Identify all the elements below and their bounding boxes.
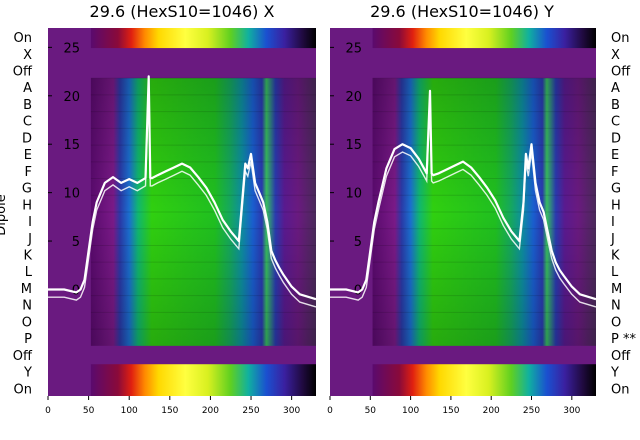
row-label: On: [611, 31, 629, 46]
y-tick-label: 15: [63, 138, 80, 153]
x-tick-label: 200: [202, 406, 219, 416]
row-label: H: [22, 198, 32, 213]
row-label: D: [611, 131, 621, 146]
row-label: A: [611, 81, 620, 96]
row-label: P: [24, 332, 32, 347]
x-tick-label: 200: [483, 406, 500, 416]
row-label: J: [610, 232, 615, 247]
y-axis-label: Dipole: [0, 194, 9, 235]
row-label: F: [25, 165, 32, 180]
x-tick-label: 0: [45, 406, 51, 416]
row-label: C: [611, 115, 620, 130]
y-tick-label: 25: [345, 41, 362, 56]
heatmap-band-top: [90, 28, 316, 49]
row-label: O: [22, 315, 32, 330]
row-label: N: [22, 299, 32, 314]
row-label: F: [611, 165, 618, 180]
row-label: D: [22, 131, 32, 146]
row-label: Off: [611, 64, 631, 79]
heatmap-shading: [372, 78, 596, 346]
row-label: On: [611, 382, 629, 397]
overlay-series-line: [330, 89, 597, 301]
x-tick-label: 0: [327, 406, 333, 416]
x-tick-label: 150: [161, 406, 178, 416]
row-label: X: [23, 48, 32, 63]
heatmap-shading: [90, 78, 316, 346]
x-tick-label: 250: [523, 406, 540, 416]
heatmap-band-top: [372, 28, 596, 49]
row-label: N: [611, 299, 621, 314]
row-label: A: [23, 81, 32, 96]
y-tick-label: 5: [72, 235, 80, 250]
x-tick-label: 250: [242, 406, 259, 416]
row-label: L: [25, 265, 33, 280]
row-label: X: [611, 48, 620, 63]
row-label: O: [611, 315, 621, 330]
y-tick-label: 25: [63, 41, 80, 56]
y-tick-label: 5: [354, 235, 362, 250]
row-label: M: [21, 282, 32, 297]
row-label: Off: [611, 349, 631, 364]
row-label: On: [14, 382, 32, 397]
heatmap-band-bottom: [90, 364, 316, 396]
x-tick-label: 300: [283, 406, 300, 416]
chart-panel-y: 29.6 (HexS10=1046) YOnXOffABCDEFGHIJKLMN…: [327, 2, 636, 416]
row-label: K: [611, 248, 620, 263]
x-tick-label: 100: [121, 406, 138, 416]
chart-panel-x: 29.6 (HexS10=1046) XDipoleOnXOffABCDEFGH…: [0, 2, 317, 416]
row-label: E: [611, 148, 619, 163]
overlay-series-line: [48, 75, 317, 301]
y-tick-label: 20: [63, 90, 80, 105]
row-label: B: [23, 98, 32, 113]
y-tick-label: 10: [345, 187, 362, 202]
y-tick-label: 20: [345, 90, 362, 105]
x-tick-label: 50: [365, 406, 377, 416]
row-label: C: [23, 115, 32, 130]
chart-title: 29.6 (HexS10=1046) Y: [370, 2, 554, 21]
overlay-series-line-trace: [330, 98, 597, 308]
heatmap-band-bottom: [372, 364, 596, 396]
row-label: B: [611, 98, 620, 113]
x-tick-label: 150: [442, 406, 459, 416]
row-label: On: [14, 31, 32, 46]
row-label: Off: [13, 64, 33, 79]
row-label: I: [611, 215, 615, 230]
row-label: H: [611, 198, 621, 213]
overlay-series-line-trace: [48, 84, 317, 308]
row-label: Off: [13, 349, 33, 364]
y-tick-label: 0: [72, 283, 80, 298]
row-label: Y: [23, 366, 32, 381]
row-label: P **: [611, 332, 636, 347]
row-label: M: [611, 282, 622, 297]
x-tick-label: 100: [402, 406, 419, 416]
y-tick-label: 0: [354, 283, 362, 298]
row-label: K: [23, 248, 32, 263]
row-label: I: [28, 215, 32, 230]
x-tick-label: 50: [83, 406, 95, 416]
chart-title: 29.6 (HexS10=1046) X: [90, 2, 275, 21]
row-label: L: [611, 265, 619, 280]
row-label: Y: [610, 366, 619, 381]
x-tick-label: 300: [563, 406, 580, 416]
row-label: G: [611, 182, 621, 197]
y-tick-label: 15: [345, 138, 362, 153]
row-label: J: [27, 232, 32, 247]
y-tick-label: 10: [63, 187, 80, 202]
row-label: G: [22, 182, 32, 197]
row-label: E: [24, 148, 32, 163]
